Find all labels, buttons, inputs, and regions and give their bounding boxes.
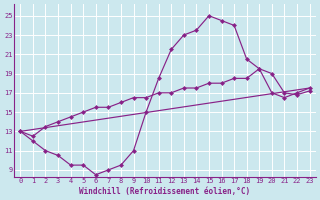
- X-axis label: Windchill (Refroidissement éolien,°C): Windchill (Refroidissement éolien,°C): [79, 187, 251, 196]
